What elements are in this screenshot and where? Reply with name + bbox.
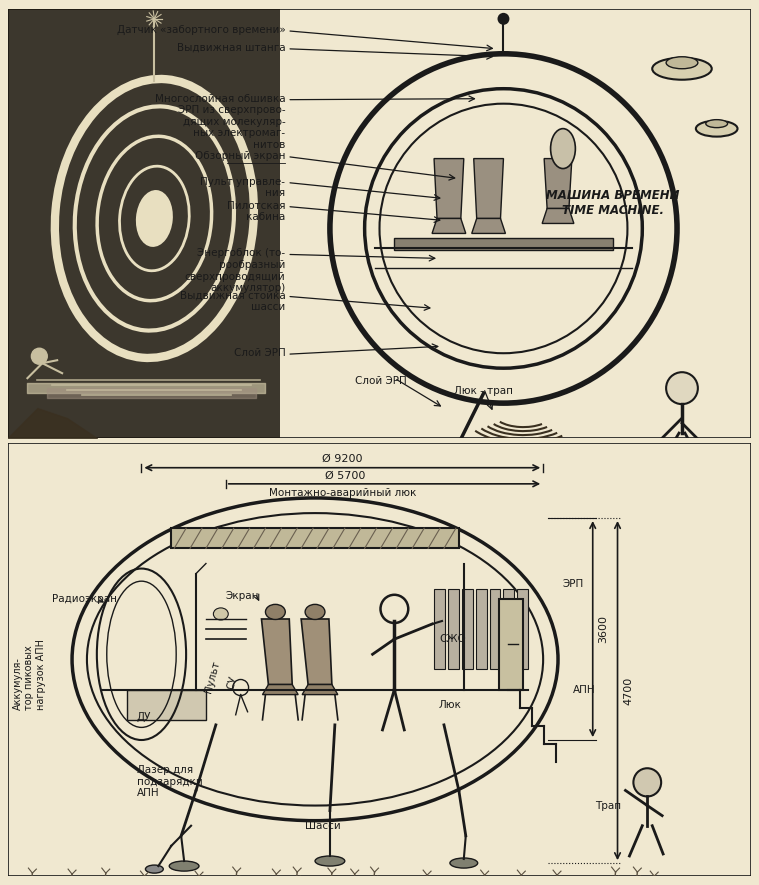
Ellipse shape [137, 191, 172, 246]
Polygon shape [172, 528, 459, 549]
Polygon shape [518, 589, 528, 669]
Polygon shape [263, 684, 298, 695]
Polygon shape [434, 589, 445, 669]
Text: Радиоэкран: Радиоэкран [52, 594, 117, 604]
Ellipse shape [169, 861, 199, 871]
Circle shape [233, 680, 249, 696]
Ellipse shape [666, 57, 698, 69]
Text: Слой ЭРП: Слой ЭРП [354, 376, 407, 386]
Polygon shape [461, 589, 473, 669]
Polygon shape [432, 219, 466, 234]
Text: Люк - трап: Люк - трап [454, 386, 513, 396]
Text: СУ: СУ [225, 674, 239, 690]
Ellipse shape [266, 604, 285, 620]
Circle shape [666, 373, 698, 404]
Text: Аккумуля-
тор пиковых
нагрузок АПН: Аккумуля- тор пиковых нагрузок АПН [13, 639, 46, 710]
Polygon shape [8, 9, 280, 438]
Ellipse shape [550, 128, 575, 168]
Text: АПН: АПН [573, 684, 596, 695]
Ellipse shape [315, 856, 345, 866]
Text: Выдвижная штанга: Выдвижная штанга [177, 42, 285, 53]
Ellipse shape [305, 604, 325, 620]
Text: Обзорный экран: Обзорный экран [195, 150, 285, 160]
Text: Пульт управле-
ния: Пульт управле- ния [200, 176, 285, 198]
Polygon shape [490, 589, 500, 669]
Text: Многослойная обшивка
ЭРП из сверхпрово-
дящих молекуляр-
ных электромаг-
нитов: Многослойная обшивка ЭРП из сверхпрово- … [155, 94, 285, 150]
Text: Энергоблок (то-
рообразный
сверхпроводящий
аккумулятор): Энергоблок (то- рообразный сверхпроводящ… [184, 249, 285, 293]
Text: Лазер для
подзарядки
АПН: Лазер для подзарядки АПН [137, 766, 202, 798]
Polygon shape [476, 589, 487, 669]
Polygon shape [127, 689, 206, 720]
Circle shape [380, 595, 408, 623]
Polygon shape [503, 589, 515, 669]
Text: Ø 9200: Ø 9200 [322, 454, 363, 464]
Text: 3600: 3600 [599, 615, 609, 643]
Polygon shape [301, 619, 332, 684]
Text: Пульт: Пульт [203, 659, 221, 694]
Text: Экран: Экран [225, 591, 260, 601]
Text: Монтажно-аварийный люк: Монтажно-аварийный люк [269, 488, 416, 498]
Ellipse shape [706, 119, 728, 127]
Text: Трап: Трап [595, 801, 621, 811]
Polygon shape [434, 158, 464, 219]
Ellipse shape [696, 120, 738, 136]
Circle shape [31, 348, 47, 365]
Text: 4700: 4700 [623, 676, 634, 704]
Circle shape [634, 768, 661, 796]
Ellipse shape [424, 480, 459, 492]
Polygon shape [499, 599, 523, 689]
Polygon shape [302, 684, 338, 695]
Text: Датчик «забортного времени»: Датчик «забортного времени» [117, 25, 285, 35]
Text: Шасси: Шасси [305, 820, 341, 831]
Text: МАШИНА ВРЕМЕНИ
TIME MACHINE.: МАШИНА ВРЕМЕНИ TIME MACHINE. [546, 189, 679, 218]
Text: ДУ: ДУ [137, 712, 151, 722]
Polygon shape [544, 158, 572, 209]
Polygon shape [395, 238, 613, 250]
Text: Пилотская
кабина: Пилотская кабина [227, 201, 285, 222]
Polygon shape [262, 619, 292, 684]
Polygon shape [448, 589, 459, 669]
Text: ЭРП: ЭРП [563, 579, 584, 589]
Text: Люк: Люк [439, 700, 462, 710]
Polygon shape [474, 158, 503, 219]
Ellipse shape [72, 498, 558, 820]
Circle shape [497, 13, 509, 25]
Ellipse shape [146, 865, 163, 873]
Text: Слой ЭРП: Слой ЭРП [234, 348, 285, 358]
Polygon shape [472, 219, 505, 234]
Ellipse shape [213, 608, 228, 620]
Text: Ø 5700: Ø 5700 [325, 471, 365, 481]
Circle shape [364, 88, 642, 368]
Text: СЖО: СЖО [439, 635, 466, 644]
Text: Выдвижная стойка
шасси: Выдвижная стойка шасси [180, 290, 285, 312]
Ellipse shape [652, 58, 712, 80]
Ellipse shape [450, 858, 477, 868]
Polygon shape [542, 209, 574, 223]
